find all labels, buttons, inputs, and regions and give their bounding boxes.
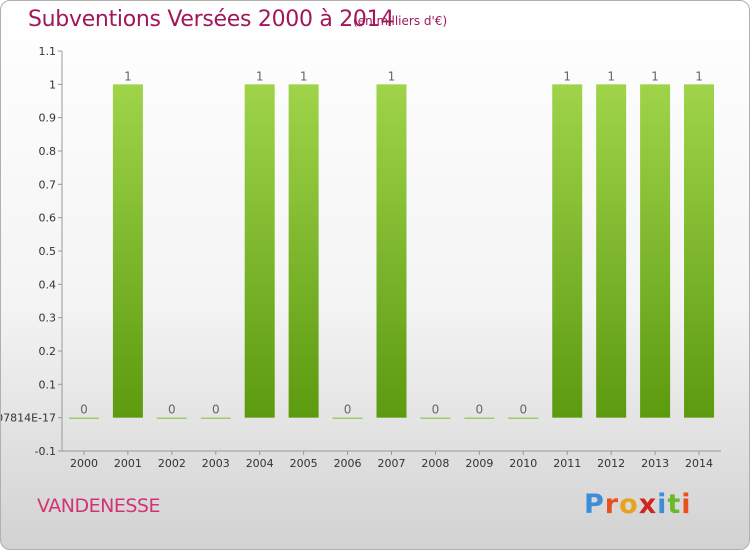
y-tick-label: 1.1 [39,45,57,58]
bar [508,417,539,419]
x-tick-label: 2010 [509,457,537,470]
y-tick-label: 0.8 [39,145,57,158]
y-tick-label: -0.1 [35,445,56,458]
bar-value-label: 1 [695,69,703,83]
bar-value-label: 0 [476,403,484,417]
bar [112,84,143,418]
bar-value-label: 1 [300,69,308,83]
y-tick-label: 1 [49,78,56,91]
logo-letter: i [657,489,668,520]
bar-value-label: 0 [519,403,527,417]
bar-value-label: 1 [256,69,264,83]
x-tick-label: 2014 [685,457,713,470]
bar-value-label: 1 [388,69,396,83]
y-tick-label: 0.5 [39,245,57,258]
y-tick-label: 1.3877787807814E-17 [1,412,56,425]
bar [244,84,275,418]
x-tick-label: 2004 [246,457,274,470]
proxiti-logo: Proxiti [584,489,692,520]
logo-letter: P [584,489,605,520]
bar-value-label: 0 [212,403,220,417]
bar [200,417,231,419]
bar [288,84,319,418]
x-tick-label: 2013 [641,457,669,470]
bar [332,417,363,419]
y-tick-label: 0.7 [39,178,57,191]
bar [420,417,451,419]
logo-letter: t [667,489,682,520]
chart-title: Subventions Versées 2000 à 2014 [28,7,395,32]
y-tick-label: 0.9 [39,112,57,125]
bar-value-label: 1 [124,69,132,83]
logo-letter: i [681,489,692,520]
bar [596,84,627,418]
x-tick-label: 2003 [202,457,230,470]
bar-value-label: 1 [651,69,659,83]
x-tick-label: 2007 [378,457,406,470]
bar [684,84,715,418]
bar [640,84,671,418]
y-tick-label: 0.6 [39,212,57,225]
x-tick-label: 2008 [421,457,449,470]
bar-value-label: 0 [168,403,176,417]
x-tick-label: 2009 [465,457,493,470]
bar-value-label: 0 [80,403,88,417]
x-tick-label: 2000 [70,457,98,470]
x-tick-label: 2012 [597,457,625,470]
logo-letter: o [619,489,639,520]
logo-letter: r [604,489,620,520]
bar [464,417,495,419]
bar [68,417,99,419]
y-tick-label: 0.4 [39,278,57,291]
bar-value-label: 0 [432,403,440,417]
y-tick-label: 0.3 [39,312,57,325]
x-tick-label: 2005 [290,457,318,470]
bar-value-label: 1 [607,69,615,83]
bar [552,84,583,418]
x-tick-label: 2001 [114,457,142,470]
x-tick-label: 2011 [553,457,581,470]
bar-value-label: 0 [344,403,352,417]
y-tick-label: 0.1 [39,378,57,391]
y-tick-label: 0.2 [39,345,57,358]
logo-letter: x [638,489,658,520]
x-tick-label: 2002 [158,457,186,470]
bar [156,417,187,419]
x-tick-label: 2006 [334,457,362,470]
place-name: VANDENESSE [37,495,160,517]
bar-value-label: 1 [563,69,571,83]
bar [376,84,407,418]
chart-subtitle: (en milliers d'€) [353,14,448,28]
